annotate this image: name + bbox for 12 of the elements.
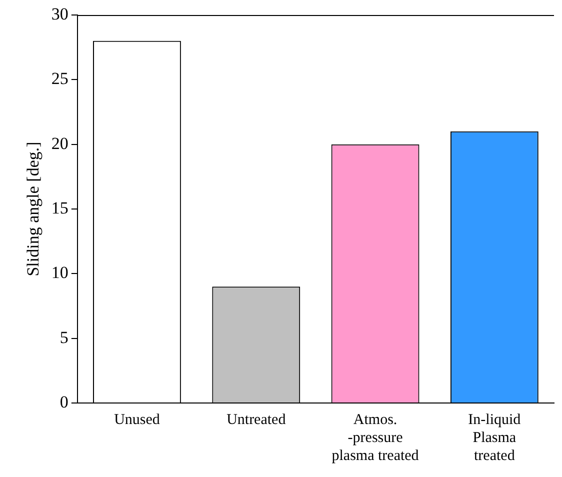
- x-tick-label: Untreated: [226, 412, 286, 428]
- y-tick-label: 20: [51, 134, 68, 153]
- y-tick-label: 15: [51, 198, 68, 218]
- y-tick-label: 25: [51, 69, 68, 88]
- y-tick-label: 30: [51, 4, 68, 24]
- y-axis-title: Sliding angle [deg.]: [24, 142, 43, 276]
- y-tick-label: 5: [60, 328, 68, 347]
- y-tick-label: 10: [51, 263, 68, 282]
- x-tick-label: Unused: [114, 412, 160, 428]
- y-tick-label: 0: [60, 392, 68, 412]
- x-tick-label: Atmos. -pressure plasma treated: [332, 412, 420, 464]
- x-tick-label: In-liquid Plasma treated: [468, 412, 522, 464]
